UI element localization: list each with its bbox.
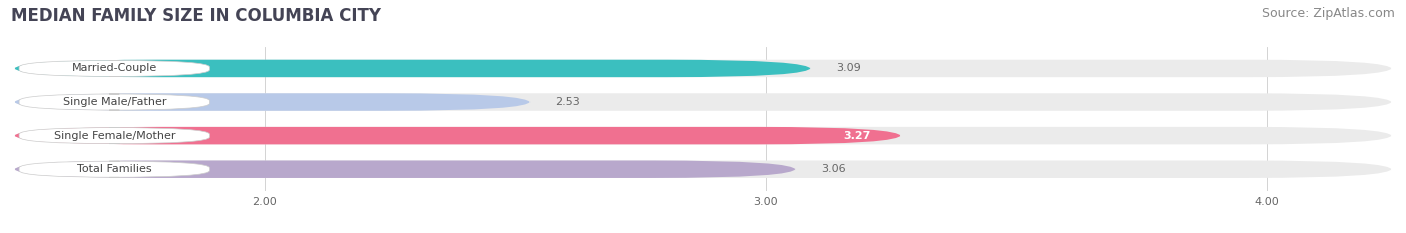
Text: Married-Couple: Married-Couple xyxy=(72,63,157,73)
FancyBboxPatch shape xyxy=(14,60,811,77)
FancyBboxPatch shape xyxy=(14,60,1392,77)
Text: 2.53: 2.53 xyxy=(555,97,579,107)
Text: Source: ZipAtlas.com: Source: ZipAtlas.com xyxy=(1261,7,1395,20)
Text: 3.27: 3.27 xyxy=(844,131,870,141)
Text: MEDIAN FAMILY SIZE IN COLUMBIA CITY: MEDIAN FAMILY SIZE IN COLUMBIA CITY xyxy=(11,7,381,25)
Text: 3.06: 3.06 xyxy=(821,164,845,174)
FancyBboxPatch shape xyxy=(20,60,209,76)
Text: Single Male/Father: Single Male/Father xyxy=(62,97,166,107)
Text: 3.09: 3.09 xyxy=(835,63,860,73)
FancyBboxPatch shape xyxy=(14,161,796,178)
FancyBboxPatch shape xyxy=(14,93,1392,111)
FancyBboxPatch shape xyxy=(20,94,209,110)
Text: Total Families: Total Families xyxy=(77,164,152,174)
Text: Single Female/Mother: Single Female/Mother xyxy=(53,131,174,141)
FancyBboxPatch shape xyxy=(14,127,1392,144)
FancyBboxPatch shape xyxy=(14,93,530,111)
FancyBboxPatch shape xyxy=(20,127,209,144)
FancyBboxPatch shape xyxy=(20,161,209,177)
FancyBboxPatch shape xyxy=(14,127,901,144)
FancyBboxPatch shape xyxy=(14,161,1392,178)
